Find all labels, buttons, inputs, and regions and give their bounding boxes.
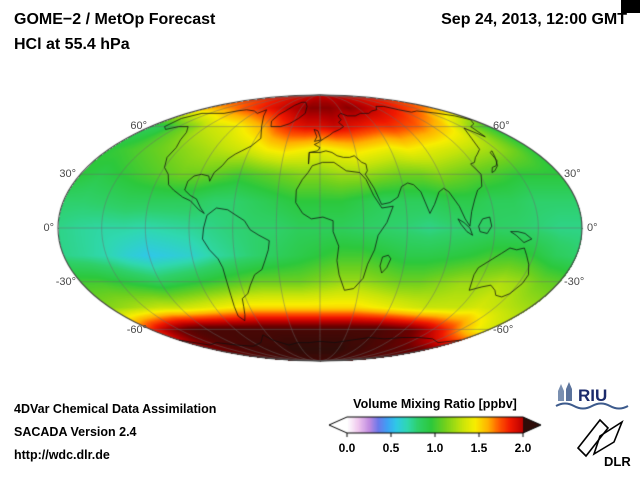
lat-label-right-60: 60°: [493, 120, 510, 132]
colorbar-title: Volume Mixing Ratio [ppbv]: [353, 397, 517, 411]
cathedral-icon: [558, 382, 572, 401]
credit-line: 4DVar Chemical Data Assimilation: [14, 402, 217, 416]
riu-text: RIU: [578, 386, 607, 405]
colorbar-canvas: [325, 414, 545, 440]
riu-logo: RIU: [555, 382, 629, 410]
lat-label-left-0: 0°: [43, 222, 54, 234]
version-line: SACADA Version 2.4: [14, 425, 137, 439]
url-text: http://wdc.dlr.de: [14, 448, 110, 462]
lat-label-right-m60: -60°: [493, 324, 514, 336]
lat-label-left-m60: -60°: [126, 324, 147, 336]
colorbar-tick-0: 0.0: [338, 441, 356, 455]
colorbar-tick-20: 2.0: [514, 441, 532, 455]
rhine-wave-icon: [555, 402, 629, 410]
lat-label-right-30: 30°: [564, 168, 581, 180]
lat-label-left-m30: -30°: [55, 276, 76, 288]
lat-label-right-m30: -30°: [564, 276, 585, 288]
colorbar-tick-15: 1.5: [470, 441, 488, 455]
lat-label-left-30: 30°: [59, 168, 76, 180]
dlr-emblem-icon: [576, 418, 624, 458]
dlr-logo: DLR: [576, 418, 631, 469]
lat-label-left-60: 60°: [130, 120, 147, 132]
lat-label-right-0: 0°: [587, 222, 598, 234]
colorbar-tick-10: 1.0: [426, 441, 444, 455]
dlr-text: DLR: [604, 454, 631, 469]
colorbar-tick-05: 0.5: [382, 441, 400, 455]
